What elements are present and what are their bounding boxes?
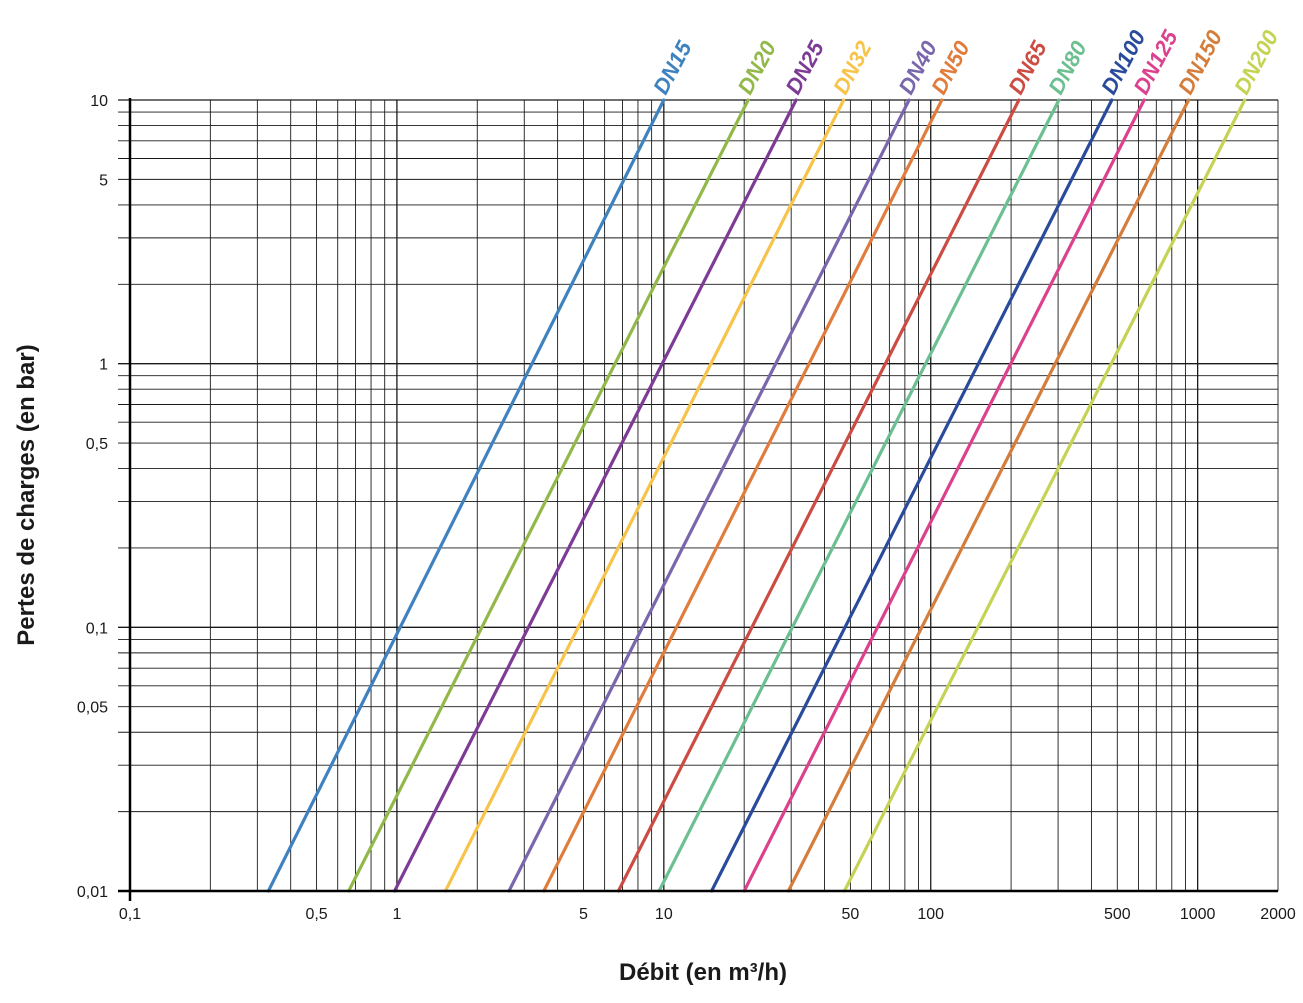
series-line-dn40	[507, 98, 911, 893]
series-line-dn100	[709, 98, 1114, 893]
series-label-dn200: DN200	[1229, 25, 1284, 98]
series-label-dn32: DN32	[828, 36, 877, 98]
y-tick-label: 10	[90, 93, 108, 110]
series-line-dn32	[443, 98, 846, 893]
y-tick-label: 1	[99, 357, 108, 374]
minor-grid	[118, 100, 1279, 891]
y-axis-title: Pertes de charges (en bar)	[13, 344, 40, 645]
series-label-dn15: DN15	[648, 36, 697, 98]
x-tick-label: 100	[917, 906, 944, 923]
series-label-dn80: DN80	[1043, 36, 1092, 98]
x-tick-label: 50	[841, 906, 859, 923]
series-line-dn65	[616, 98, 1021, 893]
series-lines	[266, 98, 1247, 893]
axes	[118, 98, 1278, 901]
x-tick-label: 500	[1104, 906, 1131, 923]
major-grid	[118, 99, 1278, 892]
x-tick-label: 2000	[1260, 906, 1296, 923]
series-line-dn150	[786, 98, 1191, 893]
y-tick-labels: 0,01 0,05 0,1 0,5 1 5 10	[77, 93, 108, 901]
x-tick-labels: 0,1 0,5 1 5 10 50 100 500 1000 2000	[119, 906, 1296, 923]
series-label-dn25: DN25	[780, 36, 829, 98]
x-tick-label: 1	[392, 906, 401, 923]
y-tick-label: 5	[99, 172, 108, 189]
x-tick-label: 0,1	[119, 906, 141, 923]
series-line-dn80	[657, 98, 1061, 893]
x-tick-label: 0,5	[305, 906, 327, 923]
y-tick-label: 0,01	[77, 884, 108, 901]
series-line-dn125	[742, 98, 1146, 893]
x-tick-label: 10	[655, 906, 673, 923]
series-line-dn200	[842, 98, 1247, 893]
x-tick-label: 5	[579, 906, 588, 923]
y-tick-label: 0,5	[86, 436, 108, 453]
series-line-dn15	[266, 98, 666, 893]
series-label-dn20: DN20	[733, 36, 782, 98]
series-label-dn65: DN65	[1003, 36, 1052, 98]
series-line-dn20	[347, 98, 750, 893]
y-tick-label: 0,05	[77, 700, 108, 717]
y-tick-label: 0,1	[86, 620, 108, 637]
x-axis-title: Débit (en m³/h)	[619, 959, 787, 986]
series-line-dn50	[542, 98, 944, 893]
x-tick-label: 1000	[1180, 906, 1216, 923]
series-label-dn150: DN150	[1173, 25, 1228, 98]
series-line-dn25	[393, 98, 798, 893]
